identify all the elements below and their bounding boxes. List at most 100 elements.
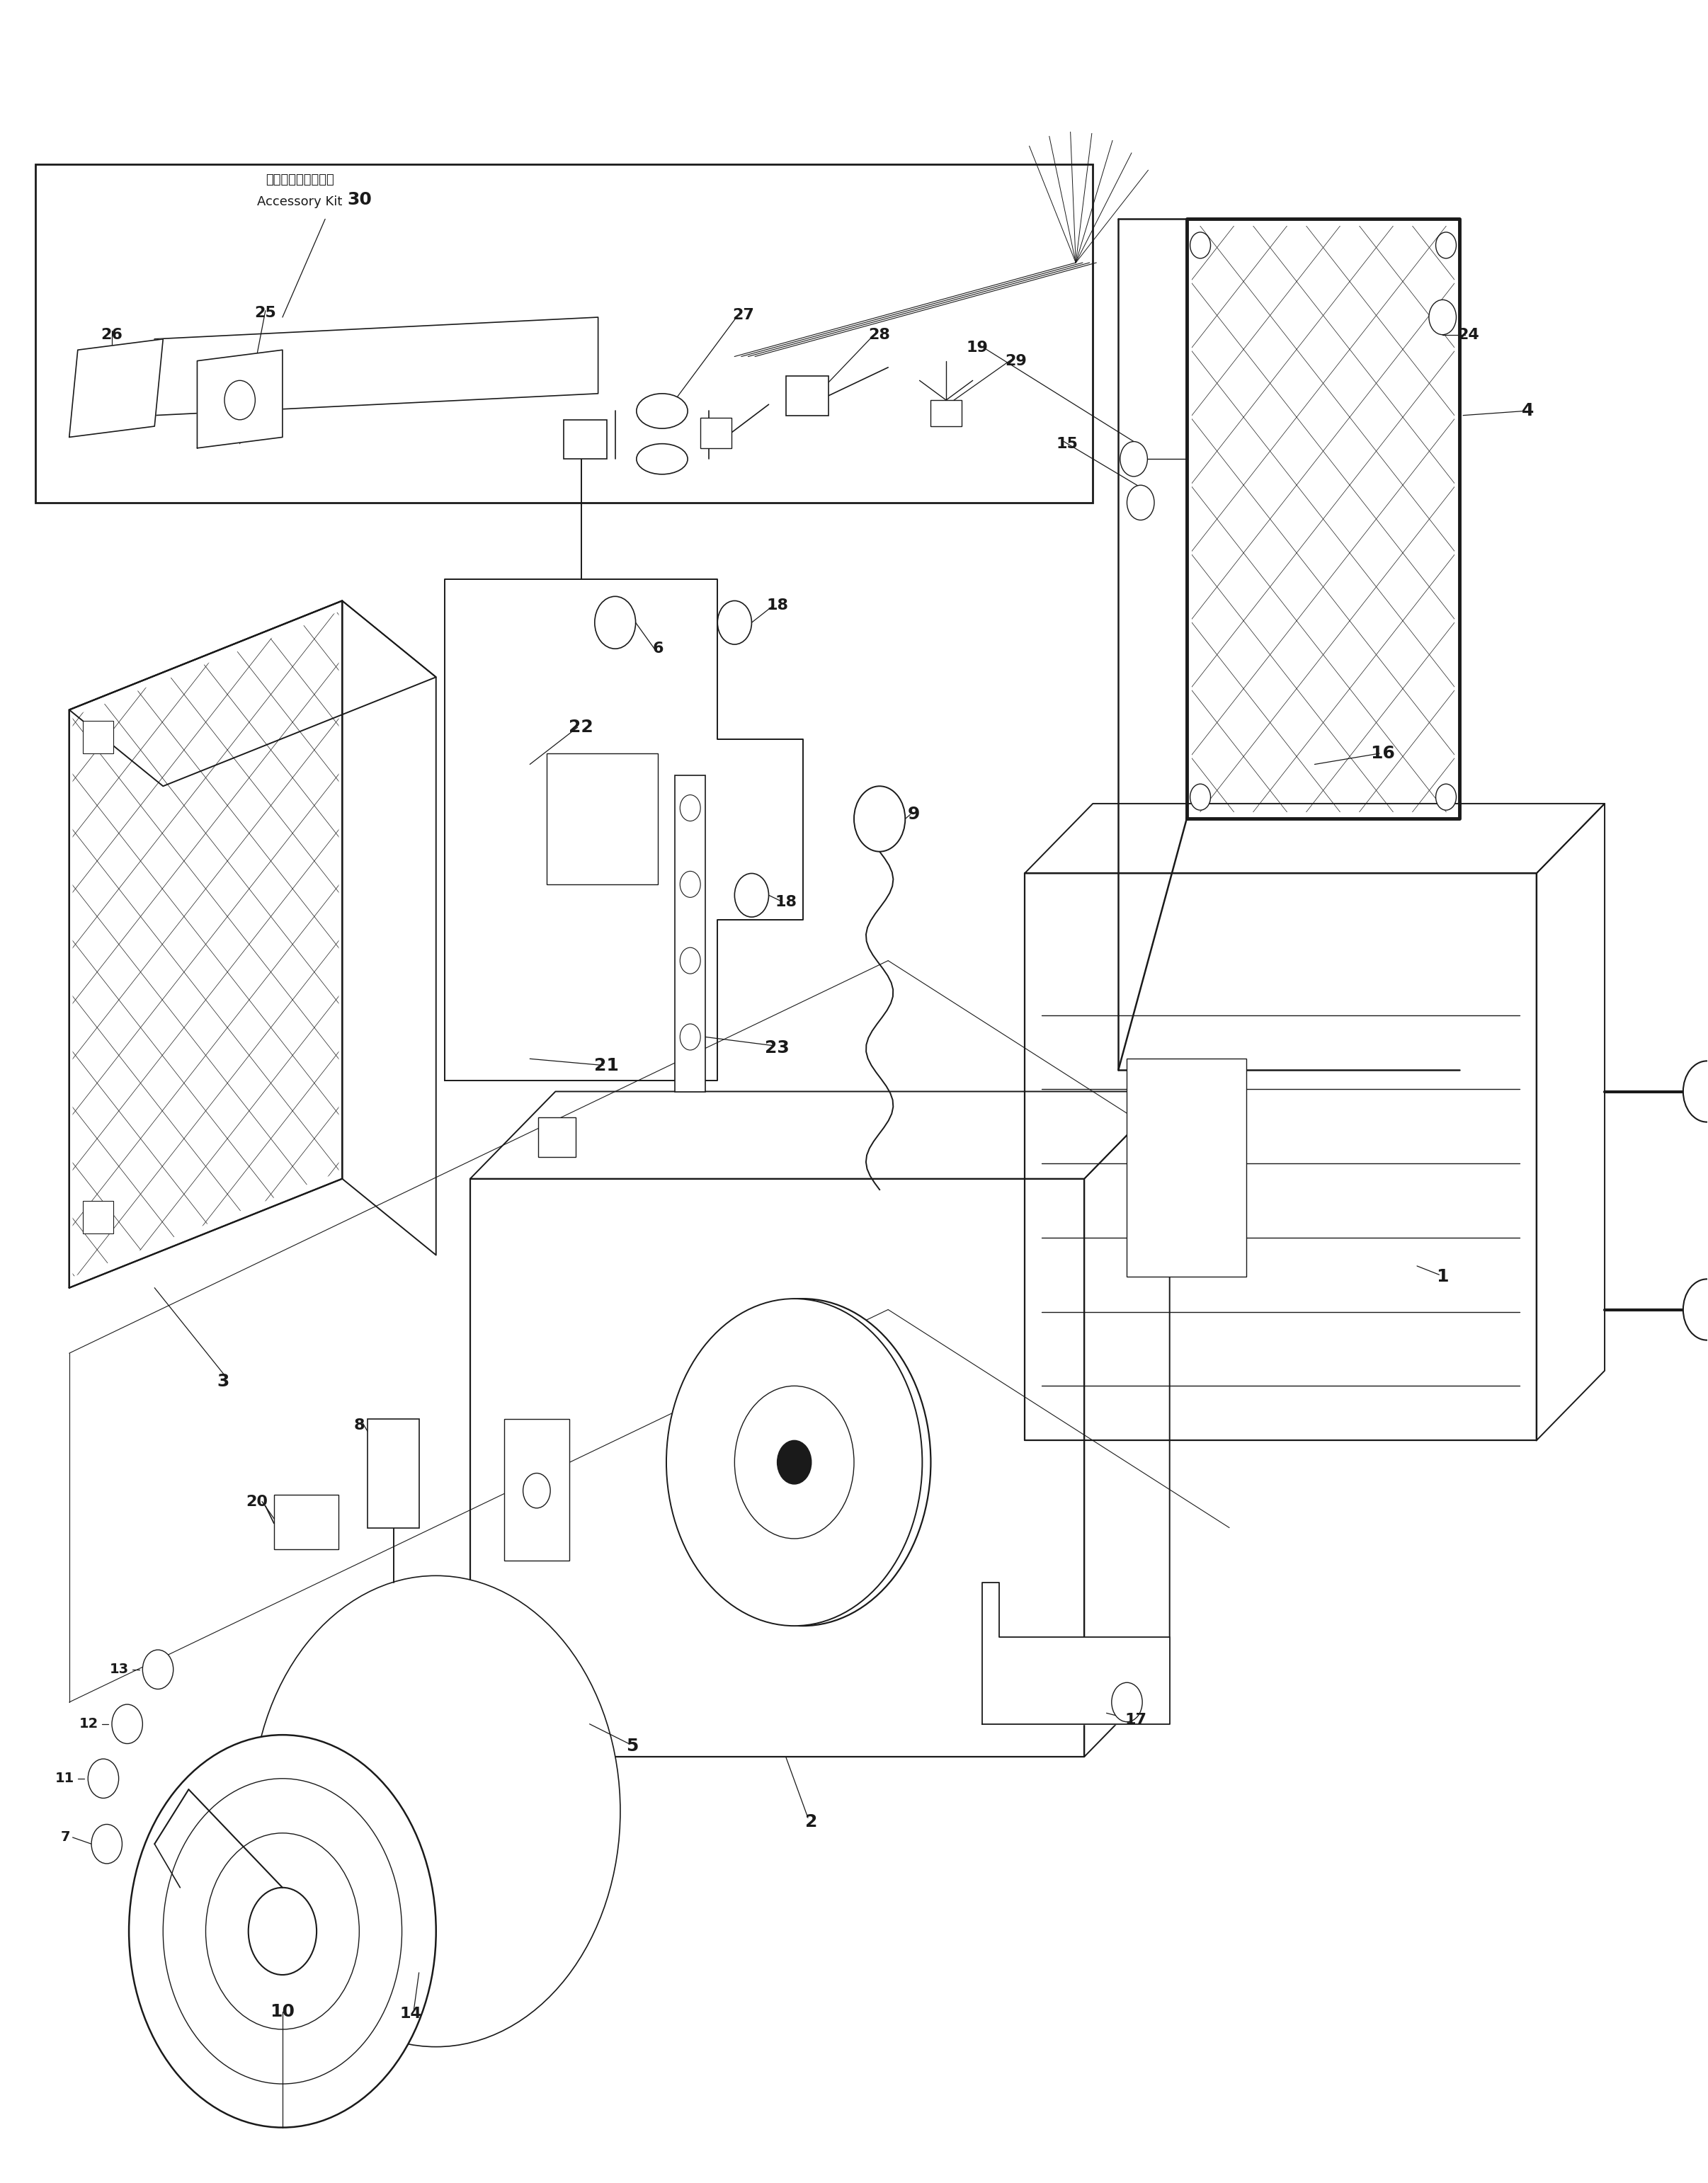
Ellipse shape [637, 393, 688, 428]
Circle shape [1120, 441, 1148, 476]
Circle shape [1430, 299, 1457, 334]
Text: 23: 23 [765, 1039, 789, 1057]
Polygon shape [550, 758, 654, 880]
Text: 13: 13 [109, 1663, 128, 1677]
Bar [36, 164, 1093, 502]
Text: 21: 21 [594, 1057, 618, 1074]
Circle shape [1682, 1061, 1708, 1122]
Circle shape [248, 1888, 316, 1976]
Text: 2: 2 [804, 1814, 818, 1832]
Text: アクセサリーキット: アクセサリーキット [265, 172, 333, 186]
Bar [931, 399, 962, 426]
Text: 5: 5 [627, 1738, 639, 1755]
Polygon shape [70, 338, 162, 437]
Circle shape [162, 1779, 401, 2085]
Polygon shape [444, 578, 803, 1081]
Circle shape [1190, 784, 1211, 810]
Polygon shape [154, 317, 598, 415]
Bar [1127, 1059, 1247, 1277]
Text: 22: 22 [569, 718, 593, 736]
Text: 25: 25 [254, 306, 277, 321]
Text: 15: 15 [1056, 437, 1078, 452]
Text: 10: 10 [270, 2004, 295, 2021]
Circle shape [1436, 784, 1457, 810]
Ellipse shape [637, 443, 688, 474]
Polygon shape [1085, 1092, 1170, 1757]
Circle shape [704, 1336, 902, 1589]
Bar [615, 410, 709, 458]
Circle shape [1682, 1279, 1708, 1340]
Polygon shape [1025, 803, 1604, 873]
Text: 9: 9 [907, 806, 921, 823]
Circle shape [113, 1705, 142, 1744]
Text: 17: 17 [1124, 1711, 1146, 1727]
Text: 3: 3 [217, 1373, 229, 1391]
Text: 14: 14 [400, 2006, 422, 2021]
Polygon shape [550, 758, 654, 880]
Text: 7: 7 [61, 1832, 70, 1845]
Polygon shape [1192, 225, 1455, 812]
Polygon shape [1131, 1063, 1243, 1273]
Polygon shape [982, 1583, 1170, 1725]
Circle shape [854, 786, 905, 851]
Text: 8: 8 [354, 1419, 366, 1432]
Text: 12: 12 [79, 1718, 99, 1731]
Text: 27: 27 [733, 308, 753, 323]
Circle shape [1112, 1683, 1143, 1722]
Bar [84, 1201, 113, 1233]
Text: 16: 16 [1370, 744, 1395, 762]
Text: 18: 18 [775, 895, 796, 908]
Bar [547, 753, 658, 884]
Polygon shape [1187, 218, 1460, 819]
Circle shape [523, 1474, 550, 1508]
Polygon shape [70, 600, 342, 1288]
Circle shape [1127, 485, 1155, 520]
Circle shape [273, 1605, 598, 2019]
Polygon shape [342, 600, 436, 1255]
Bar [786, 375, 828, 415]
Polygon shape [196, 349, 282, 448]
Circle shape [680, 795, 700, 821]
Polygon shape [1192, 225, 1455, 812]
Text: Accessory Kit: Accessory Kit [256, 194, 342, 207]
Bar [367, 1419, 418, 1528]
Text: 20: 20 [246, 1495, 268, 1508]
Text: 19: 19 [967, 341, 987, 356]
Circle shape [675, 1299, 931, 1626]
Text: 28: 28 [869, 327, 890, 343]
Polygon shape [73, 611, 338, 1277]
Circle shape [680, 871, 700, 897]
Circle shape [777, 1441, 811, 1484]
Circle shape [680, 1024, 700, 1050]
Circle shape [717, 600, 752, 644]
Circle shape [251, 1576, 620, 2048]
Circle shape [734, 873, 769, 917]
Polygon shape [73, 611, 338, 1277]
Text: 18: 18 [767, 598, 787, 611]
Bar [700, 417, 731, 448]
Bar [564, 419, 606, 458]
Polygon shape [70, 600, 436, 786]
Text: 11: 11 [55, 1773, 75, 1786]
Text: 30: 30 [347, 190, 372, 207]
Text: 6: 6 [652, 642, 663, 655]
Circle shape [680, 947, 700, 974]
Circle shape [734, 1386, 854, 1539]
Bar [504, 1419, 569, 1561]
Circle shape [1436, 231, 1457, 258]
Circle shape [666, 1299, 922, 1626]
Text: 4: 4 [1522, 402, 1534, 419]
Circle shape [205, 1834, 359, 2030]
Circle shape [594, 596, 635, 648]
Polygon shape [470, 1179, 1085, 1757]
Text: 24: 24 [1457, 327, 1479, 343]
Polygon shape [1537, 803, 1604, 1441]
Circle shape [224, 380, 254, 419]
Bar [84, 720, 113, 753]
Bar [538, 1118, 576, 1157]
Circle shape [1190, 231, 1211, 258]
Circle shape [128, 1735, 436, 2128]
Bar [675, 775, 705, 1092]
Text: 1: 1 [1436, 1268, 1448, 1286]
Text: 26: 26 [101, 327, 123, 343]
